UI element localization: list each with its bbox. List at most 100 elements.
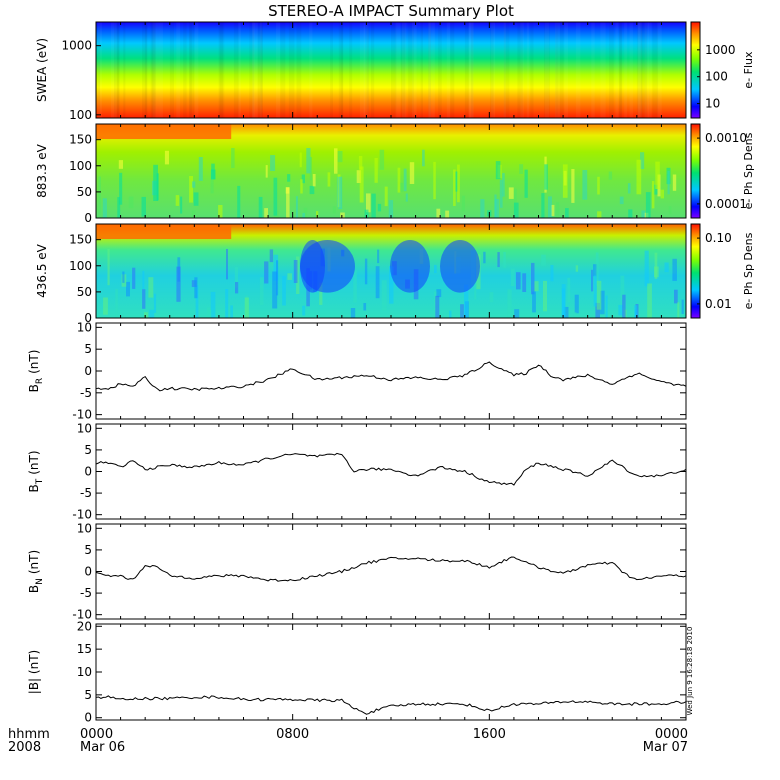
- y-tick-label: 5: [84, 443, 92, 457]
- spectrogram-streak: [591, 269, 594, 292]
- spectrogram-streak: [464, 284, 469, 318]
- y-axis-label-main: B: [27, 484, 41, 492]
- spectrogram-streak: [356, 170, 362, 183]
- spectrogram-streak: [403, 168, 407, 192]
- spectrogram-streak: [103, 297, 108, 315]
- spectrogram-streak: [312, 174, 316, 187]
- spectrogram-streak: [287, 174, 291, 182]
- spectrogram-streak: [234, 267, 238, 288]
- y-axis-label: |B| (nT): [27, 650, 41, 694]
- spectrogram-streak: [189, 176, 193, 203]
- spectrogram-streak: [574, 294, 579, 314]
- y-tick-label: 15: [77, 642, 92, 656]
- spectrogram-streak: [544, 22, 550, 118]
- spectrogram-streak: [384, 186, 388, 207]
- spectrogram-streak: [208, 309, 212, 318]
- spectrogram-streak: [153, 293, 157, 313]
- spectrogram-streak: [517, 22, 523, 118]
- spectrogram-streak: [191, 280, 197, 287]
- spectrogram-streak: [644, 250, 649, 287]
- spectrogram-streak: [532, 291, 536, 313]
- spectrogram-streak: [605, 295, 608, 318]
- spectrogram-streak: [575, 265, 579, 272]
- spectrogram-streak: [273, 254, 279, 281]
- spectrogram-streak: [450, 22, 455, 118]
- spectrogram-streak: [434, 264, 437, 274]
- panel-br: -10 -5 0 5 10 BR (nT): [27, 320, 687, 422]
- spectrogram-streak: [494, 198, 499, 218]
- spectrogram-streak: [287, 273, 293, 280]
- spectrogram-streak: [231, 148, 235, 168]
- y-tick-label: 0: [84, 565, 92, 579]
- spectrogram-streak: [183, 22, 187, 118]
- spectrogram-streak: [595, 252, 599, 286]
- spectrogram-streak: [169, 22, 174, 118]
- spectrogram-streak: [499, 180, 503, 208]
- spectrogram-streak: [438, 22, 442, 118]
- y-tick-label: 10: [77, 521, 92, 535]
- spectrogram-streak: [198, 157, 203, 181]
- spectrogram-streak: [306, 148, 311, 174]
- spectrogram-streak: [249, 22, 255, 118]
- colorbar-tick-label: 0.01: [705, 297, 732, 311]
- series-line-bt: [95, 452, 687, 486]
- spectrogram-streak: [640, 152, 645, 170]
- spectrogram-streak: [677, 302, 680, 318]
- spectrogram-streak: [436, 208, 441, 218]
- spectrogram-streak: [349, 22, 353, 118]
- spectrogram-streak: [180, 196, 183, 214]
- spectrogram-streak: [379, 149, 385, 170]
- spectrogram-streak: [531, 262, 535, 295]
- spectrogram-streak: [593, 264, 598, 277]
- spectrogram-streak: [645, 192, 651, 218]
- spectrogram-streak: [457, 164, 460, 203]
- y-tick-label: -5: [80, 486, 92, 500]
- spectrogram-streak: [567, 277, 571, 303]
- spectrogram-streak: [432, 22, 436, 118]
- spectrogram-streak: [519, 164, 524, 174]
- y-axis-label-unit: (nT): [27, 450, 41, 474]
- y-tick-label: 10: [77, 665, 92, 679]
- spectrogram-streak: [353, 270, 357, 303]
- panel-bmag: 0 5 10 15 20 |B| (nT): [27, 619, 687, 725]
- y-axis-label-main: B: [27, 585, 41, 593]
- y-tick-label: 5: [84, 543, 92, 557]
- spectrogram-streak: [526, 22, 529, 118]
- spectrogram-streak: [210, 291, 216, 318]
- spectrogram-streak: [288, 22, 295, 118]
- spectrogram-streak: [142, 289, 146, 309]
- y-tick-label: 50: [77, 285, 92, 299]
- spectrogram-streak: [309, 185, 315, 195]
- spectrogram-streak: [191, 210, 196, 218]
- spectrogram-streak: [273, 177, 278, 216]
- series-line-bmag: [95, 695, 687, 715]
- spectrogram-streak: [401, 22, 406, 118]
- spectrogram-streak: [123, 22, 126, 118]
- spectrogram-streak: [409, 162, 415, 184]
- spectrogram-streak: [608, 171, 613, 180]
- spectrogram-streak: [327, 172, 331, 187]
- spectrogram-streak: [474, 280, 477, 300]
- spectrogram-streak: [657, 22, 662, 118]
- spectrogram-streak: [359, 166, 364, 203]
- spectrogram-streak: [194, 22, 199, 118]
- colorbar-label: e- Flux: [742, 51, 755, 89]
- spectrogram-streak: [541, 193, 545, 218]
- spectrogram-streak: [295, 196, 298, 218]
- spectrogram-streak: [366, 22, 369, 118]
- spectrogram-streak: [337, 151, 343, 163]
- y-axis-label: 883.3 eV: [35, 143, 49, 198]
- spectrogram-streak: [555, 22, 559, 118]
- panel-frame: [95, 423, 687, 520]
- y-axis-label-sub: R: [35, 378, 45, 384]
- y-axis-label: BN (nT): [27, 550, 45, 593]
- spectrogram-streak: [359, 22, 366, 118]
- panel-frame: [95, 322, 687, 420]
- spectrogram-streak: [218, 205, 223, 218]
- y-axis-label: SWEA (eV): [35, 38, 49, 102]
- spectrogram-streak: [102, 198, 107, 218]
- spectrogram-streak: [388, 200, 394, 218]
- colorbar-pad-436: [690, 223, 701, 319]
- colorbar-tick-label: 10: [705, 97, 720, 111]
